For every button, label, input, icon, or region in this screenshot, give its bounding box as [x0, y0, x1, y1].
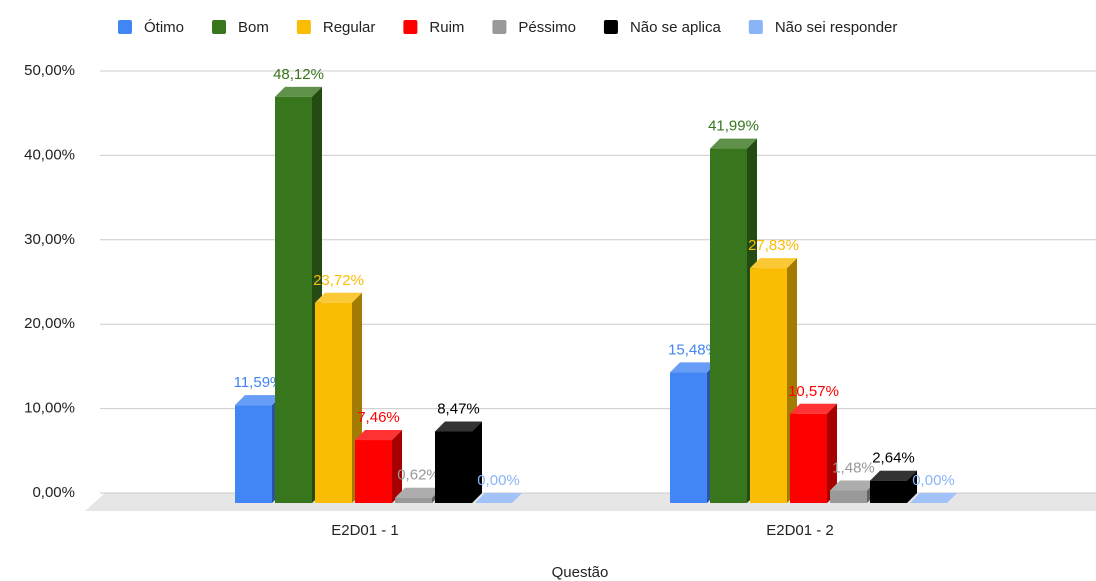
- bar: [355, 440, 392, 503]
- x-tick-label: E2D01 - 1: [331, 522, 399, 539]
- bar-top: [275, 86, 322, 97]
- legend-label: Não sei responder: [775, 19, 898, 36]
- bar-top: [355, 430, 402, 441]
- legend-label: Péssimo: [518, 19, 576, 36]
- bar-top-shade: [710, 138, 757, 149]
- bar-top: [870, 470, 917, 481]
- legend-swatch: [403, 20, 418, 34]
- bar-top-shade: [670, 362, 717, 373]
- bar-top: [710, 138, 757, 149]
- bar: [395, 497, 432, 503]
- bar-top-shade: [395, 487, 442, 498]
- bar-top: [475, 493, 522, 503]
- bar-side-shade: [472, 421, 482, 503]
- legend-swatch: [212, 20, 227, 34]
- bar-side: [907, 470, 917, 503]
- value-label: 0,62%: [397, 467, 440, 484]
- value-label: 23,72%: [313, 272, 364, 289]
- bar-side: [392, 430, 402, 503]
- y-tick-label: 10,00%: [24, 400, 75, 417]
- bar-side: [472, 421, 482, 503]
- bar-top: [910, 493, 957, 503]
- bar-top-shade: [750, 258, 797, 269]
- y-tick-label: 40,00%: [24, 146, 75, 163]
- legend-label: Ruim: [429, 19, 464, 36]
- y-tick-label: 0,00%: [32, 484, 75, 501]
- bar-top: [395, 487, 442, 498]
- value-label: 11,59%: [234, 374, 284, 391]
- bar: [790, 413, 827, 503]
- bar: [870, 480, 907, 503]
- bar-top: [435, 421, 482, 432]
- bar-top: [790, 403, 837, 414]
- legend-swatch: [118, 20, 132, 34]
- legend-label: Regular: [323, 19, 376, 36]
- bar: [315, 302, 352, 503]
- legend-swatch: [492, 20, 507, 34]
- bar: [670, 372, 707, 503]
- bar-top: [670, 362, 717, 373]
- bar-top-shade: [275, 86, 322, 97]
- value-label: 0,00%: [912, 472, 955, 489]
- y-tick-label: 30,00%: [24, 231, 75, 248]
- bar-top-shade: [235, 395, 282, 406]
- bar-side: [827, 403, 837, 503]
- y-tick-label: 20,00%: [24, 315, 75, 332]
- legend-swatch: [603, 20, 618, 34]
- bar-top: [315, 292, 362, 303]
- legend-label: Ótimo: [144, 19, 184, 36]
- bar: [275, 96, 312, 504]
- bar-top-shade: [315, 292, 362, 303]
- bar-top-shade: [790, 403, 837, 414]
- bar: [750, 268, 787, 503]
- bar-top-shade: [870, 470, 917, 481]
- value-label: 15,48%: [668, 341, 719, 358]
- value-label: 0,00%: [477, 472, 520, 489]
- legend-label: Bom: [238, 19, 269, 36]
- bar-top: [235, 395, 282, 406]
- value-label: 48,12%: [273, 66, 324, 83]
- legend-swatch: [748, 20, 763, 34]
- bar-side-shade: [392, 430, 402, 503]
- bar: [710, 148, 747, 503]
- bar-top-shade: [910, 493, 957, 503]
- value-label: 2,64%: [872, 450, 915, 467]
- bar-top-shade: [435, 421, 482, 432]
- bar-top: [750, 258, 797, 269]
- bar: [830, 490, 867, 503]
- value-label: 10,57%: [788, 383, 839, 400]
- bar-top: [830, 480, 877, 491]
- bar-top-shade: [355, 430, 402, 441]
- bar-top-shade: [475, 493, 522, 503]
- value-label: 27,83%: [748, 237, 799, 254]
- bar-top-shade: [830, 480, 877, 491]
- legend-swatch: [296, 20, 311, 34]
- x-tick-label: E2D01 - 2: [766, 522, 834, 539]
- y-tick-label: 50,00%: [24, 62, 75, 79]
- bar-side-shade: [907, 470, 917, 503]
- bar: [435, 431, 472, 503]
- value-label: 1,48%: [832, 459, 875, 476]
- x-axis-title: Questão: [552, 564, 609, 581]
- value-label: 8,47%: [437, 400, 480, 417]
- legend-label: Não se aplica: [630, 19, 722, 36]
- value-label: 7,46%: [357, 409, 400, 426]
- bar: [235, 405, 272, 503]
- bar-side-shade: [827, 403, 837, 503]
- value-label: 41,99%: [708, 118, 759, 135]
